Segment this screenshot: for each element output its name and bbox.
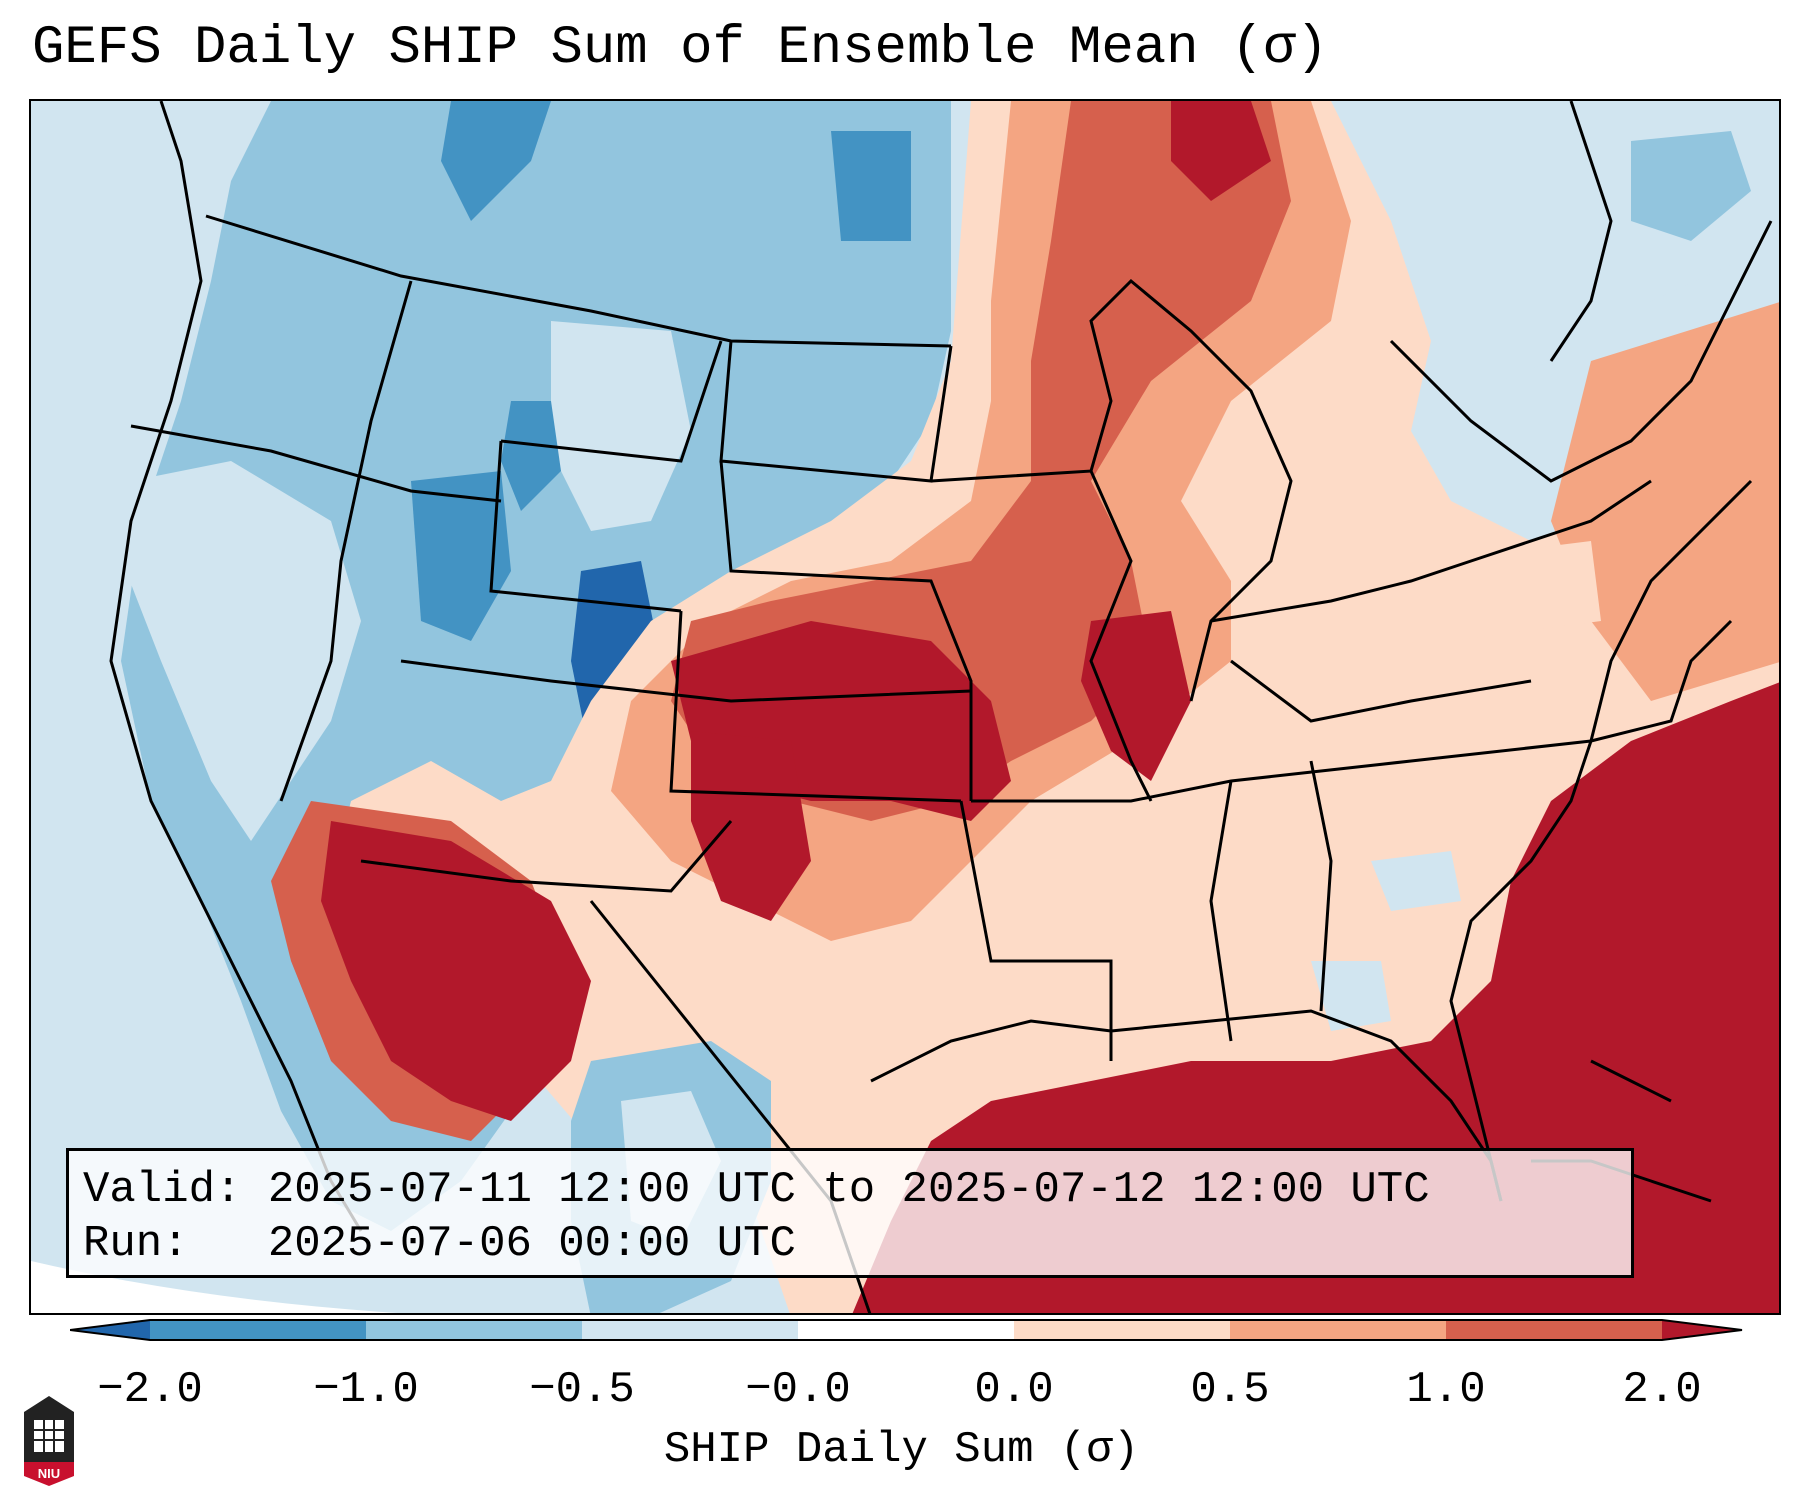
dakota-borders xyxy=(719,340,953,483)
colorbar-tick-label: −2.0 xyxy=(97,1365,203,1415)
colorbar-segment xyxy=(1014,1320,1230,1340)
us-canada-border xyxy=(205,214,952,348)
colorbar-extend-low xyxy=(70,1320,150,1340)
ohio-pa-border xyxy=(1210,479,1652,623)
strongest-warm-patch-mexico xyxy=(321,821,591,1121)
st-lawrence-border xyxy=(1389,220,1773,483)
valid-time-text: Valid: 2025-07-11 12:00 UTC to 2025-07-1… xyxy=(83,1165,1430,1215)
colorbar-segment xyxy=(1446,1320,1662,1340)
ok-tx-ar-border xyxy=(959,800,1113,1061)
colorbar-segment xyxy=(1230,1320,1446,1340)
cool-patch-quebec xyxy=(1631,131,1751,241)
strong-cool-patch-dakota xyxy=(831,131,911,241)
colorbar-tick-label: 0.0 xyxy=(974,1365,1054,1415)
strongest-warm-patch-texas-panhandle xyxy=(691,731,811,921)
colorbar-segment xyxy=(798,1320,1014,1340)
colorbar-segment xyxy=(582,1320,798,1340)
projection-edge xyxy=(31,1261,398,1313)
ms-al-border xyxy=(1209,780,1233,1042)
wy-south-border xyxy=(489,440,682,613)
us-mexico-border-west xyxy=(360,820,733,893)
near-zero-region-montana xyxy=(551,321,691,531)
great-lakes-outline xyxy=(1089,278,1293,702)
logo-banner xyxy=(24,1462,74,1486)
strong-cool-patch-utah xyxy=(411,471,511,641)
run-time-text: Run: 2025-07-06 00:00 UTC xyxy=(83,1219,796,1269)
nebraska-kansas-borders xyxy=(719,460,973,801)
gulf-coastline xyxy=(870,1009,1503,1202)
map-panel xyxy=(29,99,1781,1315)
colorbar-segment xyxy=(150,1320,366,1340)
logo-text: NIU xyxy=(38,1466,60,1481)
light-warm-patch-pennsylvania xyxy=(1431,541,1601,641)
iowa-missouri-borders xyxy=(930,469,1153,802)
kentucky-virginia-border xyxy=(1230,659,1532,723)
near-zero-region-west xyxy=(126,461,361,841)
bahamas-outline xyxy=(1590,1059,1672,1103)
warm-patch-northeast xyxy=(1551,302,1779,701)
colorbar xyxy=(70,1319,1743,1341)
quebec-ontario-border xyxy=(1549,101,1613,362)
near-zero-patch-carolina xyxy=(1371,851,1461,911)
colorbar-extend-high xyxy=(1662,1320,1742,1340)
wy-north-border xyxy=(500,340,723,463)
boundary-lines xyxy=(109,101,1773,1313)
id-nv-border xyxy=(279,280,413,802)
logo-window xyxy=(34,1420,64,1452)
al-ga-border xyxy=(1309,760,1333,1012)
niu-logo: NIU xyxy=(24,1396,74,1486)
colorbar-tick-label: 1.0 xyxy=(1406,1365,1486,1415)
strongest-warm-patch-illinois xyxy=(1081,611,1191,781)
strongest-warm-patch-superior xyxy=(1171,101,1271,201)
valid-run-info-box: Valid: 2025-07-11 12:00 UTC to 2025-07-1… xyxy=(66,1148,1634,1278)
colorbar-segment xyxy=(366,1320,582,1340)
near-zero-patch-georgia xyxy=(1311,961,1391,1031)
mid-atlantic-coast xyxy=(1590,619,1733,743)
colorbar-tick-label: −0.5 xyxy=(529,1365,635,1415)
southern-tier-border xyxy=(400,659,972,703)
atlantic-coastline xyxy=(1449,479,1753,1202)
logo-window-grid xyxy=(34,1420,64,1452)
colorbar-tick-label: −0.0 xyxy=(745,1365,851,1415)
strong-cool-patch-idaho xyxy=(501,401,561,511)
co-nm-border xyxy=(669,610,962,803)
ship-anomaly-map xyxy=(31,101,1779,1313)
colorbar-label: SHIP Daily Sum (σ) xyxy=(663,1425,1140,1475)
colorbar-tick-label: −1.0 xyxy=(313,1365,419,1415)
strong-cool-patch-north xyxy=(441,101,551,221)
west-coastline xyxy=(109,101,363,1232)
colorbar-tick-label: 2.0 xyxy=(1622,1365,1702,1415)
or-ca-nv-border xyxy=(130,424,502,503)
colorbar-tick-label: 0.5 xyxy=(1190,1365,1270,1415)
colorbar-outline xyxy=(70,1319,1743,1341)
map-title: GEFS Daily SHIP Sum of Ensemble Mean (σ) xyxy=(32,18,1329,79)
